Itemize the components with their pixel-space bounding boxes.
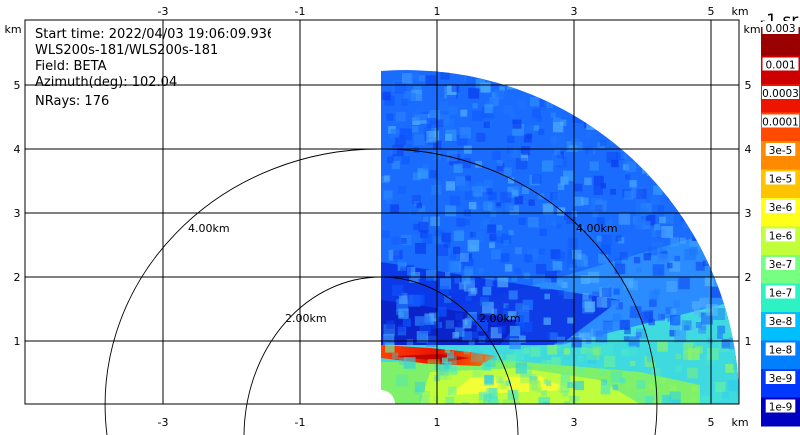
colorbar-label: 3e-6	[769, 202, 793, 214]
info-block: Start time: 2022/04/03 19:06:09.936 WLS2…	[35, 27, 275, 109]
colorbar-label-box	[762, 114, 799, 128]
colorbar-label: 1e-6	[769, 231, 793, 243]
colorbar-label-box	[765, 399, 796, 413]
colorbar-label-box	[765, 371, 796, 384]
colorbar-label: 3e-7	[769, 259, 793, 271]
range-label-right-outer: 4.00km	[576, 222, 618, 235]
colorbar-label-box	[765, 200, 796, 213]
y-tick-left: 2	[14, 271, 21, 284]
y-tick-left: 5	[14, 79, 21, 92]
colorbar-label-box	[765, 171, 796, 185]
nrays-text: NRays: 176	[35, 94, 109, 109]
colorbar-label: 1e-5	[769, 174, 793, 186]
y-ticks-right: km 5 4 3 2 1	[743, 23, 760, 348]
field-text: Field: BETA	[35, 59, 107, 74]
x-tick-bottom: 3	[571, 416, 578, 429]
y-ticks-left: km 5 4 3 2 1	[4, 23, 21, 348]
colorbar-label-box	[765, 285, 796, 299]
y-tick-right: 1	[745, 335, 752, 348]
y-tick-right: 5	[745, 79, 752, 92]
x-ticks-bottom: -3 -1 1 3 5 km	[158, 416, 749, 429]
colorbar-label: 3e-5	[769, 145, 793, 157]
plot-frame	[24, 19, 740, 405]
colorbar-label-box	[762, 86, 799, 99]
colorbar-label-box	[762, 21, 799, 34]
start-time-text: Start time: 2022/04/03 19:06:09.936	[35, 27, 275, 42]
colorbar-label-box	[765, 228, 796, 242]
y-tick-right: 2	[745, 271, 752, 284]
colorbar-label: 1e-9	[769, 402, 793, 414]
x-tick-top: 5	[708, 5, 715, 18]
unit-label-right: km	[743, 23, 760, 36]
unit-label-bottom: km	[731, 416, 748, 429]
colorbar: -1 sr 0.0030.0010.00030.00013e-51e-53e-6…	[760, 11, 800, 427]
colorbar-label: 0.001	[765, 60, 795, 72]
y-tick-left: 1	[14, 335, 21, 348]
x-tick-top: -3	[158, 5, 169, 18]
colorbar-label-box	[765, 314, 796, 327]
colorbar-label-box	[765, 143, 796, 156]
x-tick-bottom: 5	[708, 416, 715, 429]
x-tick-top: 1	[434, 5, 441, 18]
colorbar-label-box	[765, 257, 796, 270]
colorbar-label: 0.0001	[762, 117, 799, 129]
range-rings	[104, 148, 658, 435]
range-label-right-inner: 2.00km	[479, 312, 521, 325]
azimuth-text: Azimuth(deg): 102.04	[35, 75, 177, 90]
colorbar-label: 1e-8	[769, 345, 793, 357]
x-tick-bottom: -1	[295, 416, 306, 429]
y-tick-right: 3	[745, 207, 752, 220]
instrument-text: WLS200s-181/WLS200s-181	[35, 43, 218, 58]
y-tick-right: 4	[745, 143, 752, 156]
x-tick-top: -1	[295, 5, 306, 18]
y-tick-left: 3	[14, 207, 21, 220]
colorbar-label: 0.003	[765, 23, 795, 35]
colorbar-label: 0.0003	[762, 88, 799, 100]
colorbar-label: 3e-8	[769, 316, 793, 328]
colorbar-label: 3e-9	[769, 373, 793, 385]
beta-field-sector	[381, 70, 739, 404]
x-tick-bottom: 1	[434, 416, 441, 429]
colorbar-label-box	[765, 342, 796, 356]
range-label-left-outer: 4.00km	[188, 222, 230, 235]
colorbar-label-box	[762, 57, 799, 71]
x-tick-top: 3	[571, 5, 578, 18]
range-label-left-inner: 2.00km	[285, 312, 327, 325]
x-ticks-top: -3 -1 1 3 5 km	[158, 5, 749, 18]
y-tick-left: 4	[14, 143, 21, 156]
colorbar-label: 1e-7	[769, 288, 793, 300]
unit-label-left: km	[4, 23, 21, 36]
unit-label-top: km	[731, 5, 748, 18]
x-tick-bottom: -3	[158, 416, 169, 429]
